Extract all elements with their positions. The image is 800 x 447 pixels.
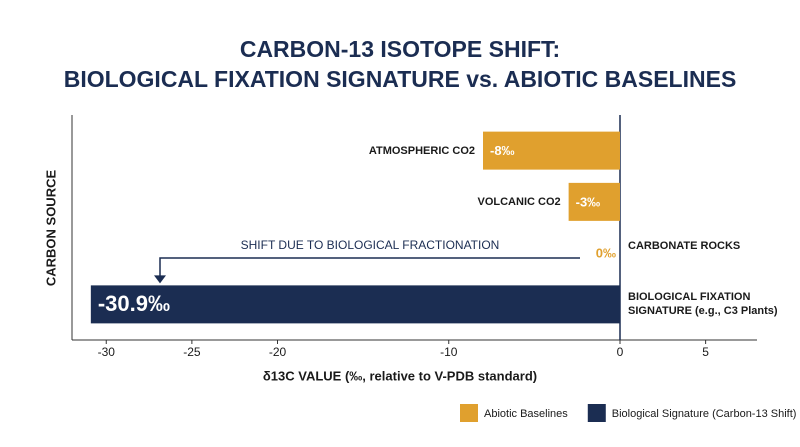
annotation-arrow	[159, 257, 580, 278]
x-tick-label: -10	[440, 345, 458, 359]
legend-label: Abiotic Baselines	[484, 408, 568, 420]
legend-swatch	[587, 404, 606, 422]
chart-title: BIOLOGICAL FIXATION SIGNATURE vs. ABIOTI…	[64, 66, 737, 92]
arrow-head	[154, 275, 166, 284]
bar	[483, 131, 620, 170]
x-axis-title: δ13C VALUE (‰, relative to V-PDB standar…	[263, 368, 537, 383]
category-label: VOLCANIC CO2	[477, 195, 561, 208]
y-axis-title: CARBON SOURCE	[43, 170, 58, 287]
x-tick-label: -20	[269, 345, 287, 359]
x-tick-label: 0	[617, 345, 624, 359]
bar	[90, 285, 620, 324]
value-label: -3‰	[576, 194, 601, 209]
x-tick-label: -30	[98, 345, 116, 359]
value-label: -30.9‰	[98, 291, 170, 316]
x-tick-label: 5	[702, 345, 709, 359]
legend-label: Biological Signature (Carbon-13 Shift)	[612, 408, 797, 420]
chart-title: CARBON-13 ISOTOPE SHIFT:	[240, 36, 560, 62]
annotation: SHIFT DUE TO BIOLOGICAL FRACTIONATION	[241, 238, 500, 252]
value-label: 0‰	[596, 246, 616, 261]
bar	[568, 182, 620, 221]
category-label: CARBONATE ROCKS	[628, 240, 741, 253]
category-label: BIOLOGICAL FIXATION SIGNATURE (e.g., C3 …	[628, 291, 778, 318]
legend-swatch	[460, 404, 478, 422]
x-tick-label: -25	[183, 345, 201, 359]
value-label: -8‰	[490, 143, 515, 158]
category-label: ATMOSPHERIC CO2	[368, 144, 475, 157]
